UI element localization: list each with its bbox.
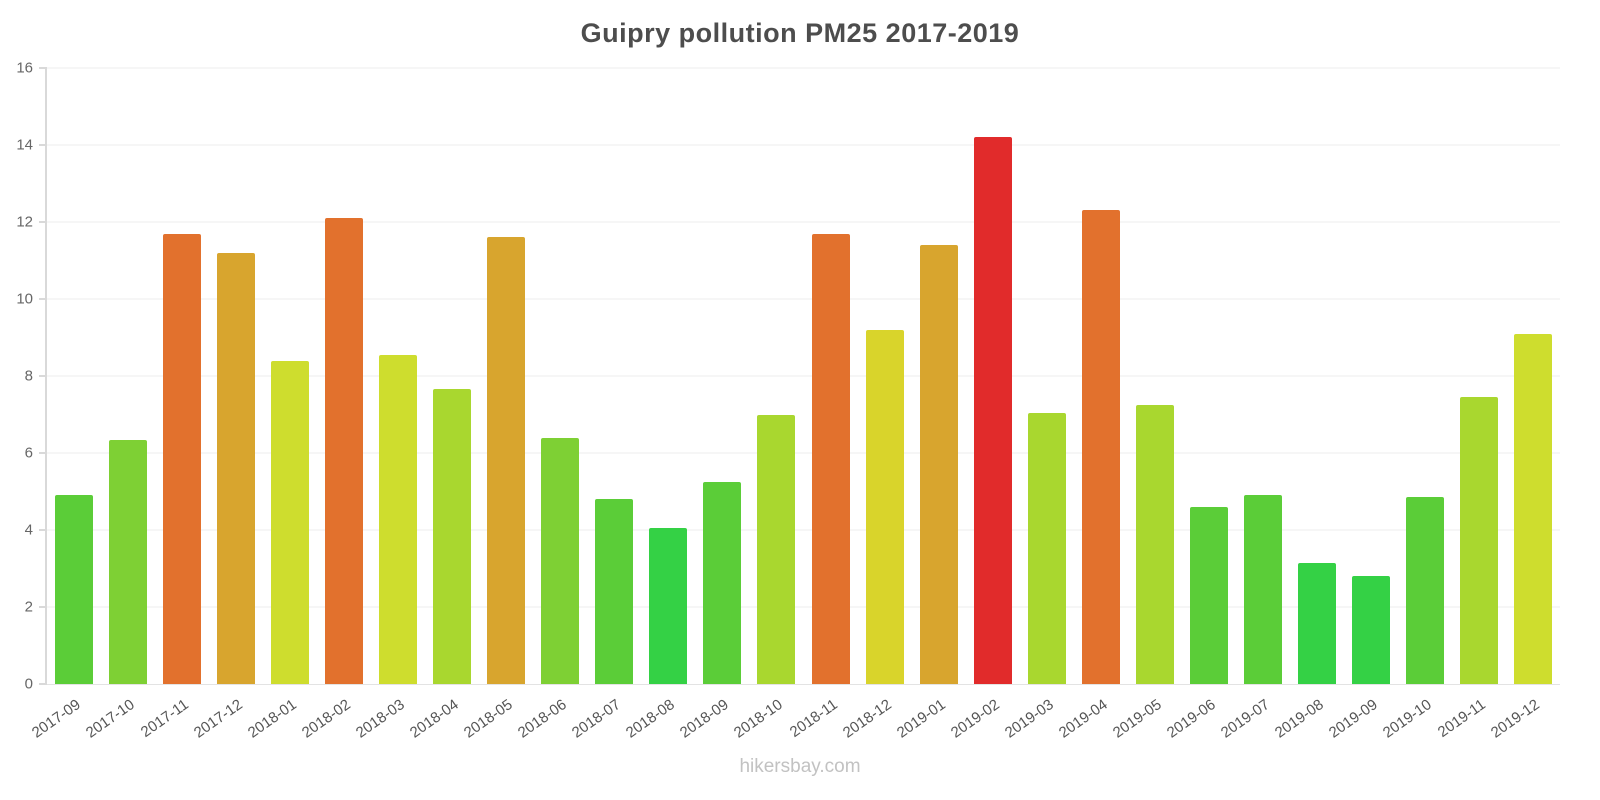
bar-2018-02 (325, 218, 364, 684)
gridline-12 (47, 221, 1560, 223)
bar-2019-12 (1513, 333, 1552, 684)
y-axis-tick-10 (39, 298, 47, 300)
gridline-2 (47, 606, 1560, 608)
bar-2018-05 (487, 237, 526, 684)
bar-2017-11 (163, 233, 202, 684)
y-axis-label-10: 10 (16, 290, 33, 308)
x-axis-label-2018-11: 2018-11 (786, 696, 841, 741)
x-axis-label-2018-09: 2018-09 (677, 696, 733, 742)
y-axis-label-4: 4 (24, 521, 33, 539)
x-axis-label-2018-03: 2018-03 (353, 696, 408, 742)
bar-2017-12 (217, 252, 256, 684)
x-axis-label-2019-11: 2019-11 (1434, 696, 1489, 741)
x-axis-label-2017-09: 2017-09 (28, 696, 84, 742)
x-axis-label-2019-12: 2019-12 (1487, 696, 1543, 742)
y-axis-tick-2 (39, 606, 47, 608)
y-axis-label-6: 6 (24, 444, 33, 462)
y-axis-label-8: 8 (24, 367, 33, 385)
chart-title: Guipry pollution PM25 2017-2019 (580, 18, 1020, 48)
bar-2018-09 (703, 481, 742, 684)
y-axis-label-16: 16 (16, 59, 33, 77)
x-axis-label-2019-08: 2019-08 (1271, 696, 1327, 742)
bar-2019-06 (1189, 506, 1228, 684)
gridline-8 (47, 375, 1560, 377)
y-axis-label-0: 0 (24, 675, 33, 693)
bar-2018-04 (433, 389, 472, 684)
plot-area: 0 2 4 6 8 10 12 14 16 2017-09 2017-10 2017-11 2017-1… (16, 60, 1560, 742)
x-axis-label-2018-12: 2018-12 (839, 696, 895, 742)
x-axis-label-2019-07: 2019-07 (1217, 696, 1273, 742)
y-axis-label-12: 12 (16, 213, 33, 231)
y-axis-tick-6 (39, 452, 47, 454)
x-axis-label-2019-06: 2019-06 (1163, 696, 1219, 742)
bar-2018-11 (811, 233, 850, 684)
x-axis-label-2019-05: 2019-05 (1109, 696, 1165, 742)
gridline-4 (47, 529, 1560, 531)
y-axis-label-2: 2 (24, 598, 33, 616)
x-axis-label-2018-04: 2018-04 (407, 696, 463, 742)
y-axis-tick-16 (39, 67, 47, 69)
y-axis-tick-0 (39, 683, 47, 685)
x-axis-label-2019-10: 2019-10 (1379, 696, 1435, 742)
gridline-16 (47, 67, 1560, 69)
watermark: hikersbay.com (739, 756, 861, 777)
bar-2018-06 (541, 437, 580, 684)
x-axis-label-2018-07: 2018-07 (569, 696, 625, 742)
bar-2017-10 (109, 439, 148, 684)
bar-2019-04 (1081, 210, 1120, 684)
y-axis-label-14: 14 (16, 136, 33, 154)
x-axis-label-2019-02: 2019-02 (947, 696, 1003, 742)
gridline-6 (47, 452, 1560, 454)
gridline-10 (47, 298, 1560, 300)
bar-2019-03 (1027, 412, 1066, 684)
y-axis-tick-12 (39, 221, 47, 223)
x-axis-label-2018-06: 2018-06 (515, 696, 571, 742)
x-axis-label-2018-08: 2018-08 (623, 696, 679, 742)
x-axis-label-2017-11: 2017-11 (137, 696, 192, 741)
x-axis-label-2018-10: 2018-10 (731, 696, 787, 742)
bar-2017-09 (55, 495, 94, 684)
x-axis-label-2019-03: 2019-03 (1001, 696, 1057, 742)
bar-2019-08 (1297, 562, 1336, 684)
bar-2019-07 (1243, 495, 1282, 684)
x-axis-label-2018-02: 2018-02 (299, 696, 354, 742)
x-axis-label-2017-10: 2017-10 (82, 696, 138, 742)
bar-2019-05 (1135, 404, 1174, 684)
bar-2019-09 (1351, 576, 1390, 684)
bar-2018-07 (595, 499, 634, 684)
bar-2018-03 (379, 354, 418, 684)
x-axis-label-2019-01: 2019-01 (893, 696, 949, 742)
bar-2019-01 (919, 245, 958, 684)
bar-2019-10 (1405, 497, 1444, 684)
y-axis-tick-4 (39, 529, 47, 531)
x-axis-label-2018-05: 2018-05 (461, 696, 517, 742)
x-axis-label-2019-09: 2019-09 (1325, 696, 1381, 742)
bar-2018-12 (865, 329, 904, 684)
bar-2018-01 (271, 360, 310, 684)
gridline-14 (47, 144, 1560, 146)
bar-2018-10 (757, 414, 796, 684)
bar-2019-11 (1459, 397, 1498, 684)
y-axis-tick-8 (39, 375, 47, 377)
x-axis-label-2018-01: 2018-01 (245, 696, 300, 742)
x-axis-label-2019-04: 2019-04 (1055, 696, 1111, 742)
x-axis-label-2017-12: 2017-12 (191, 696, 246, 742)
y-axis-tick-14 (39, 144, 47, 146)
bar-2018-08 (649, 528, 688, 684)
bar-2019-02 (973, 137, 1012, 684)
